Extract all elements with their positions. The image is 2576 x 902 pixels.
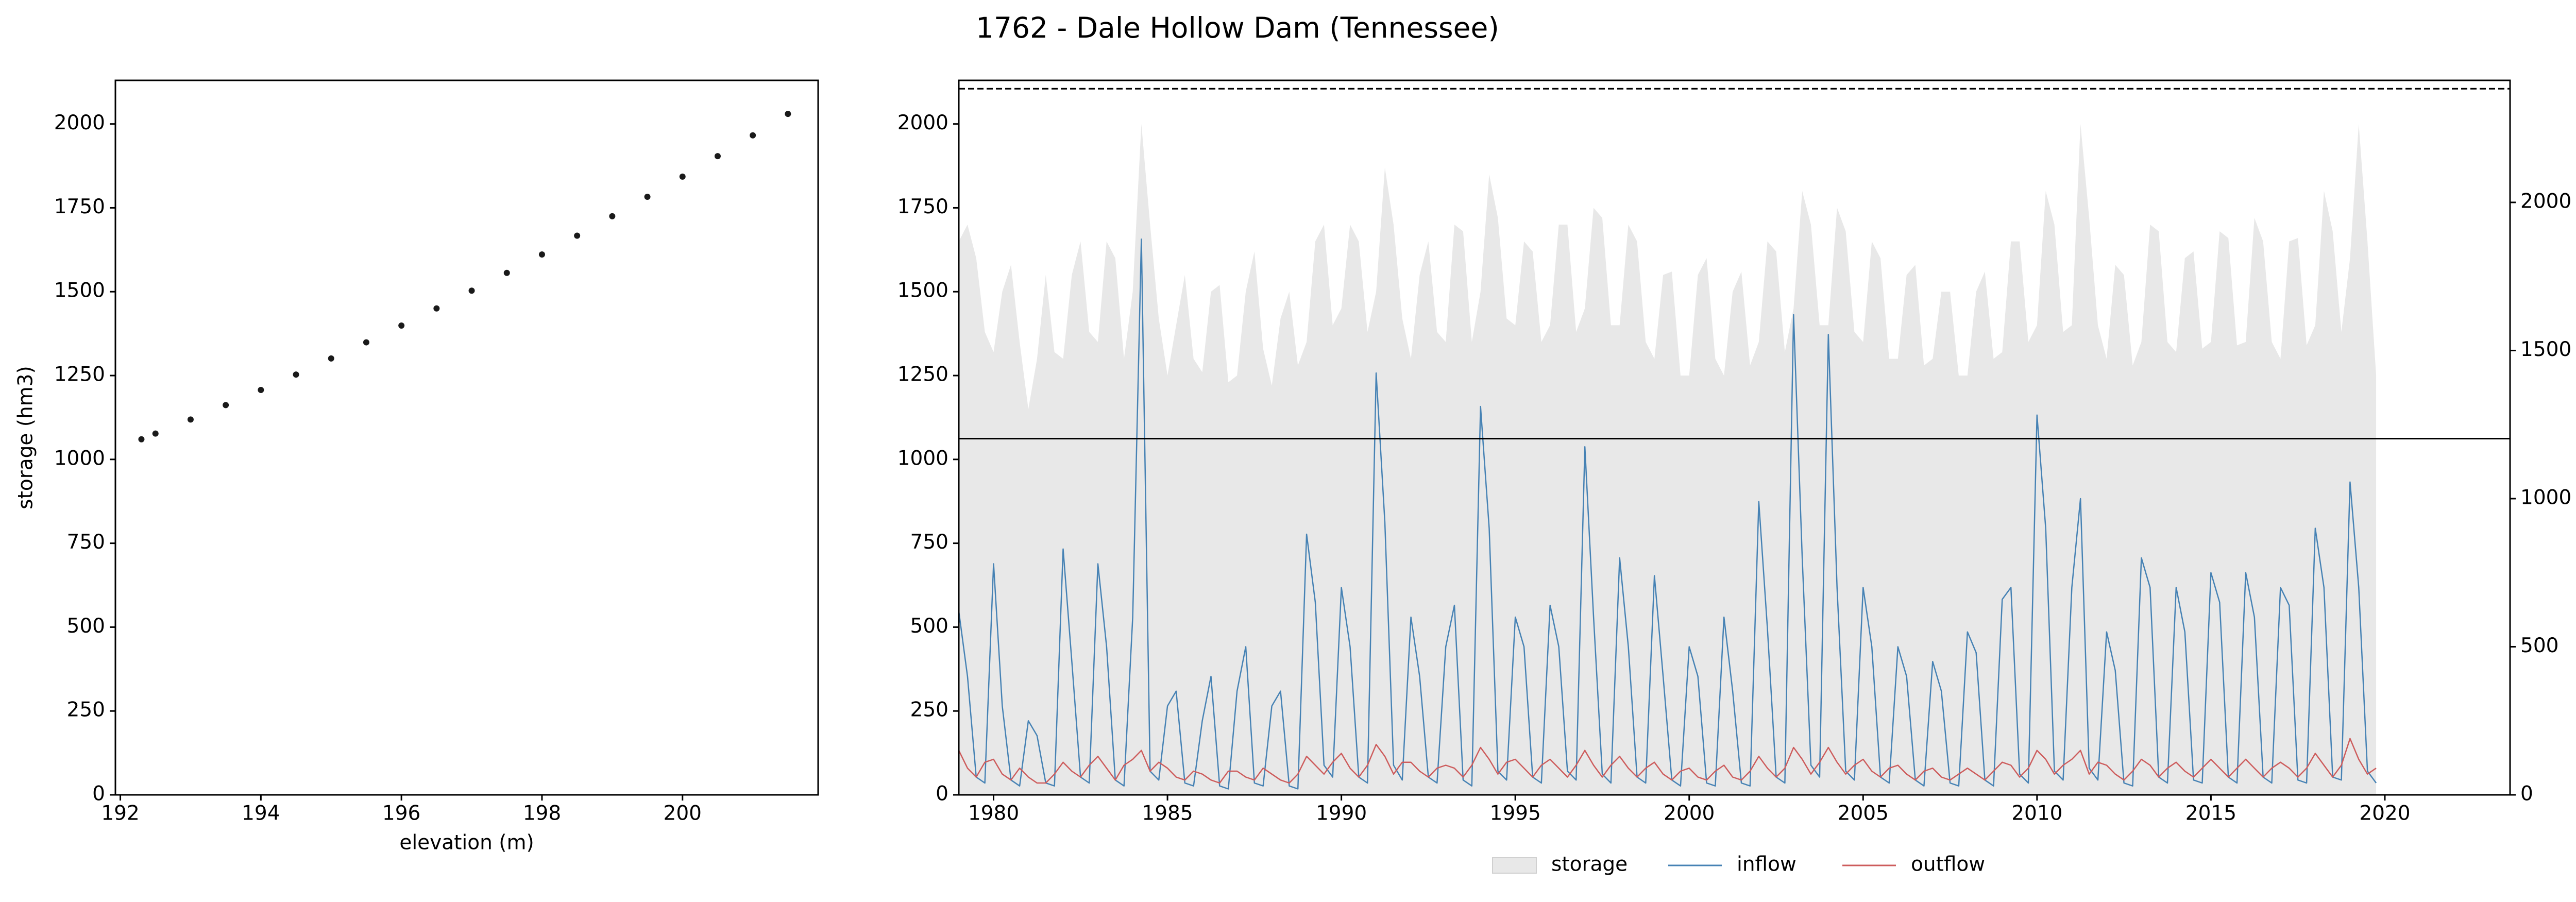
x-tick-label: 196 [382,802,420,825]
figure-title: 1762 - Dale Hollow Dam (Tennessee) [976,11,1499,44]
point [398,322,405,329]
y-tick-label: 2000 [897,111,948,134]
point [468,287,475,294]
x-tick-label: 1990 [1316,802,1367,825]
point [328,355,334,362]
y-tick-label: 500 [67,615,105,638]
x-tick-label: 2020 [2359,802,2410,825]
point [609,213,616,219]
point [679,173,686,180]
x-tick-label: 192 [101,802,139,825]
series-line [958,738,2377,784]
x-tick-label: 194 [242,802,280,825]
x-tick-label: 1980 [968,802,1019,825]
point [750,132,756,139]
y-tick-label: 250 [910,699,948,722]
x-tick-label: 198 [523,802,561,825]
y-tick-label: 1000 [54,447,105,470]
point [433,305,440,312]
x-axis-label: elevation (m) [399,831,534,855]
point [223,402,229,409]
x-tick-label: 2000 [1664,802,1715,825]
legend-label: storage [1551,853,1628,876]
point [574,232,581,239]
y-tick-label: 0 [936,782,948,806]
point [152,430,159,437]
point [785,111,791,117]
y-tick-label: 1000 [897,447,948,470]
y-tick-label: 1250 [897,363,948,386]
point [503,269,510,276]
y-tick-label: 1750 [897,195,948,218]
y-tick-label: 750 [67,531,105,554]
point [138,436,145,443]
axes-frame [958,79,2511,796]
point [363,339,369,346]
x-tick-label: 2010 [2011,802,2062,825]
point [644,193,651,200]
y-tick-label: 1500 [897,279,948,302]
x-tick-label: 1985 [1142,802,1193,825]
y-axis-label: storage (hm3) [14,366,38,509]
axes-frame [114,79,819,796]
y2-tick-label: 500 [2520,634,2558,657]
point [187,416,194,423]
legend-label: outflow [1911,853,1985,876]
legend-label: inflow [1737,853,1797,876]
x-tick-label: 2015 [2185,802,2236,825]
y-tick-label: 500 [910,615,948,638]
legend-swatch [1492,857,1537,874]
point [538,251,545,258]
x-tick-label: 200 [664,802,702,825]
series-line [958,238,2377,790]
y2-tick-label: 1000 [2520,486,2571,509]
y-tick-label: 1250 [54,363,105,386]
y-tick-label: 2000 [54,111,105,134]
y2-tick-label: 2000 [2520,190,2571,213]
point [258,387,264,394]
y-tick-label: 1500 [54,279,105,302]
y-tick-label: 0 [92,782,105,806]
y-tick-label: 750 [910,531,948,554]
point [714,153,721,160]
point [293,371,299,378]
x-tick-label: 1995 [1490,802,1541,825]
storage-area [959,124,2377,795]
x-tick-label: 2005 [1838,802,1889,825]
y2-tick-label: 0 [2520,782,2533,806]
y-tick-label: 250 [67,699,105,722]
y2-tick-label: 1500 [2520,338,2571,361]
y-tick-label: 1750 [54,195,105,218]
